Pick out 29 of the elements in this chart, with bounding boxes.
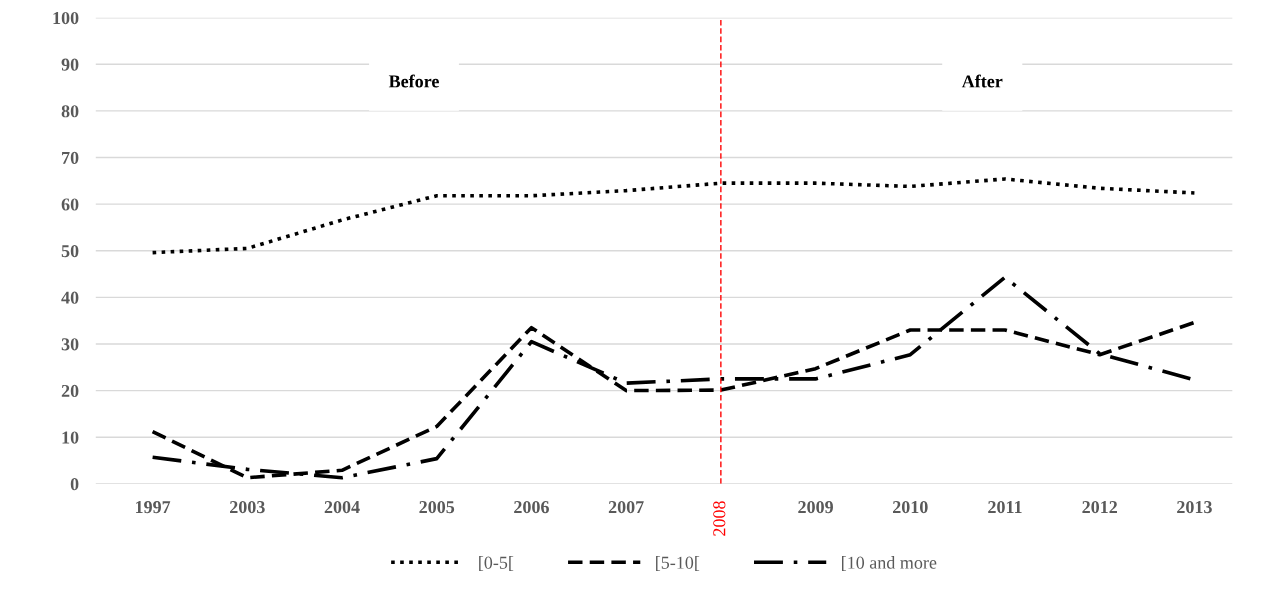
y-tick-label: 30 xyxy=(61,338,79,351)
line-series xyxy=(150,177,1197,255)
legend-label: [5-10[ xyxy=(656,556,700,572)
y-tick-label: 60 xyxy=(61,198,79,211)
legend-label: [0-5[ xyxy=(479,556,514,572)
x-tick-label: 2011 xyxy=(988,500,1022,514)
x-tick-label: 2007 xyxy=(608,500,644,514)
annotation: After xyxy=(961,74,1003,88)
y-tick-label: 70 xyxy=(62,151,79,164)
x-tick-label: 2009 xyxy=(798,500,833,514)
y-tick-label: 20 xyxy=(61,384,79,398)
y-tick-label: 0 xyxy=(70,478,79,491)
annotation: Before xyxy=(388,74,439,88)
y-tick-label: 90 xyxy=(61,58,79,71)
x-tick-label: 1997 xyxy=(135,501,171,514)
y-tick-label: 80 xyxy=(61,105,79,118)
legend-label: [10 and more xyxy=(842,556,937,572)
x-tick-label: 2008 xyxy=(713,501,726,536)
x-tick-label: 2004 xyxy=(324,500,360,514)
x-tick-label: 2012 xyxy=(1082,500,1117,514)
x-tick-label: 2003 xyxy=(230,500,265,514)
x-tick-label: 2005 xyxy=(419,500,455,514)
y-tick-label: 50 xyxy=(61,245,79,258)
x-tick-label: 2006 xyxy=(514,500,549,514)
x-tick-label: 2010 xyxy=(892,500,928,514)
y-tick-label: 100 xyxy=(53,11,79,25)
y-tick-label: 40 xyxy=(61,291,79,304)
x-tick-label: 2013 xyxy=(1177,500,1212,514)
y-tick-label: 10 xyxy=(62,431,79,444)
